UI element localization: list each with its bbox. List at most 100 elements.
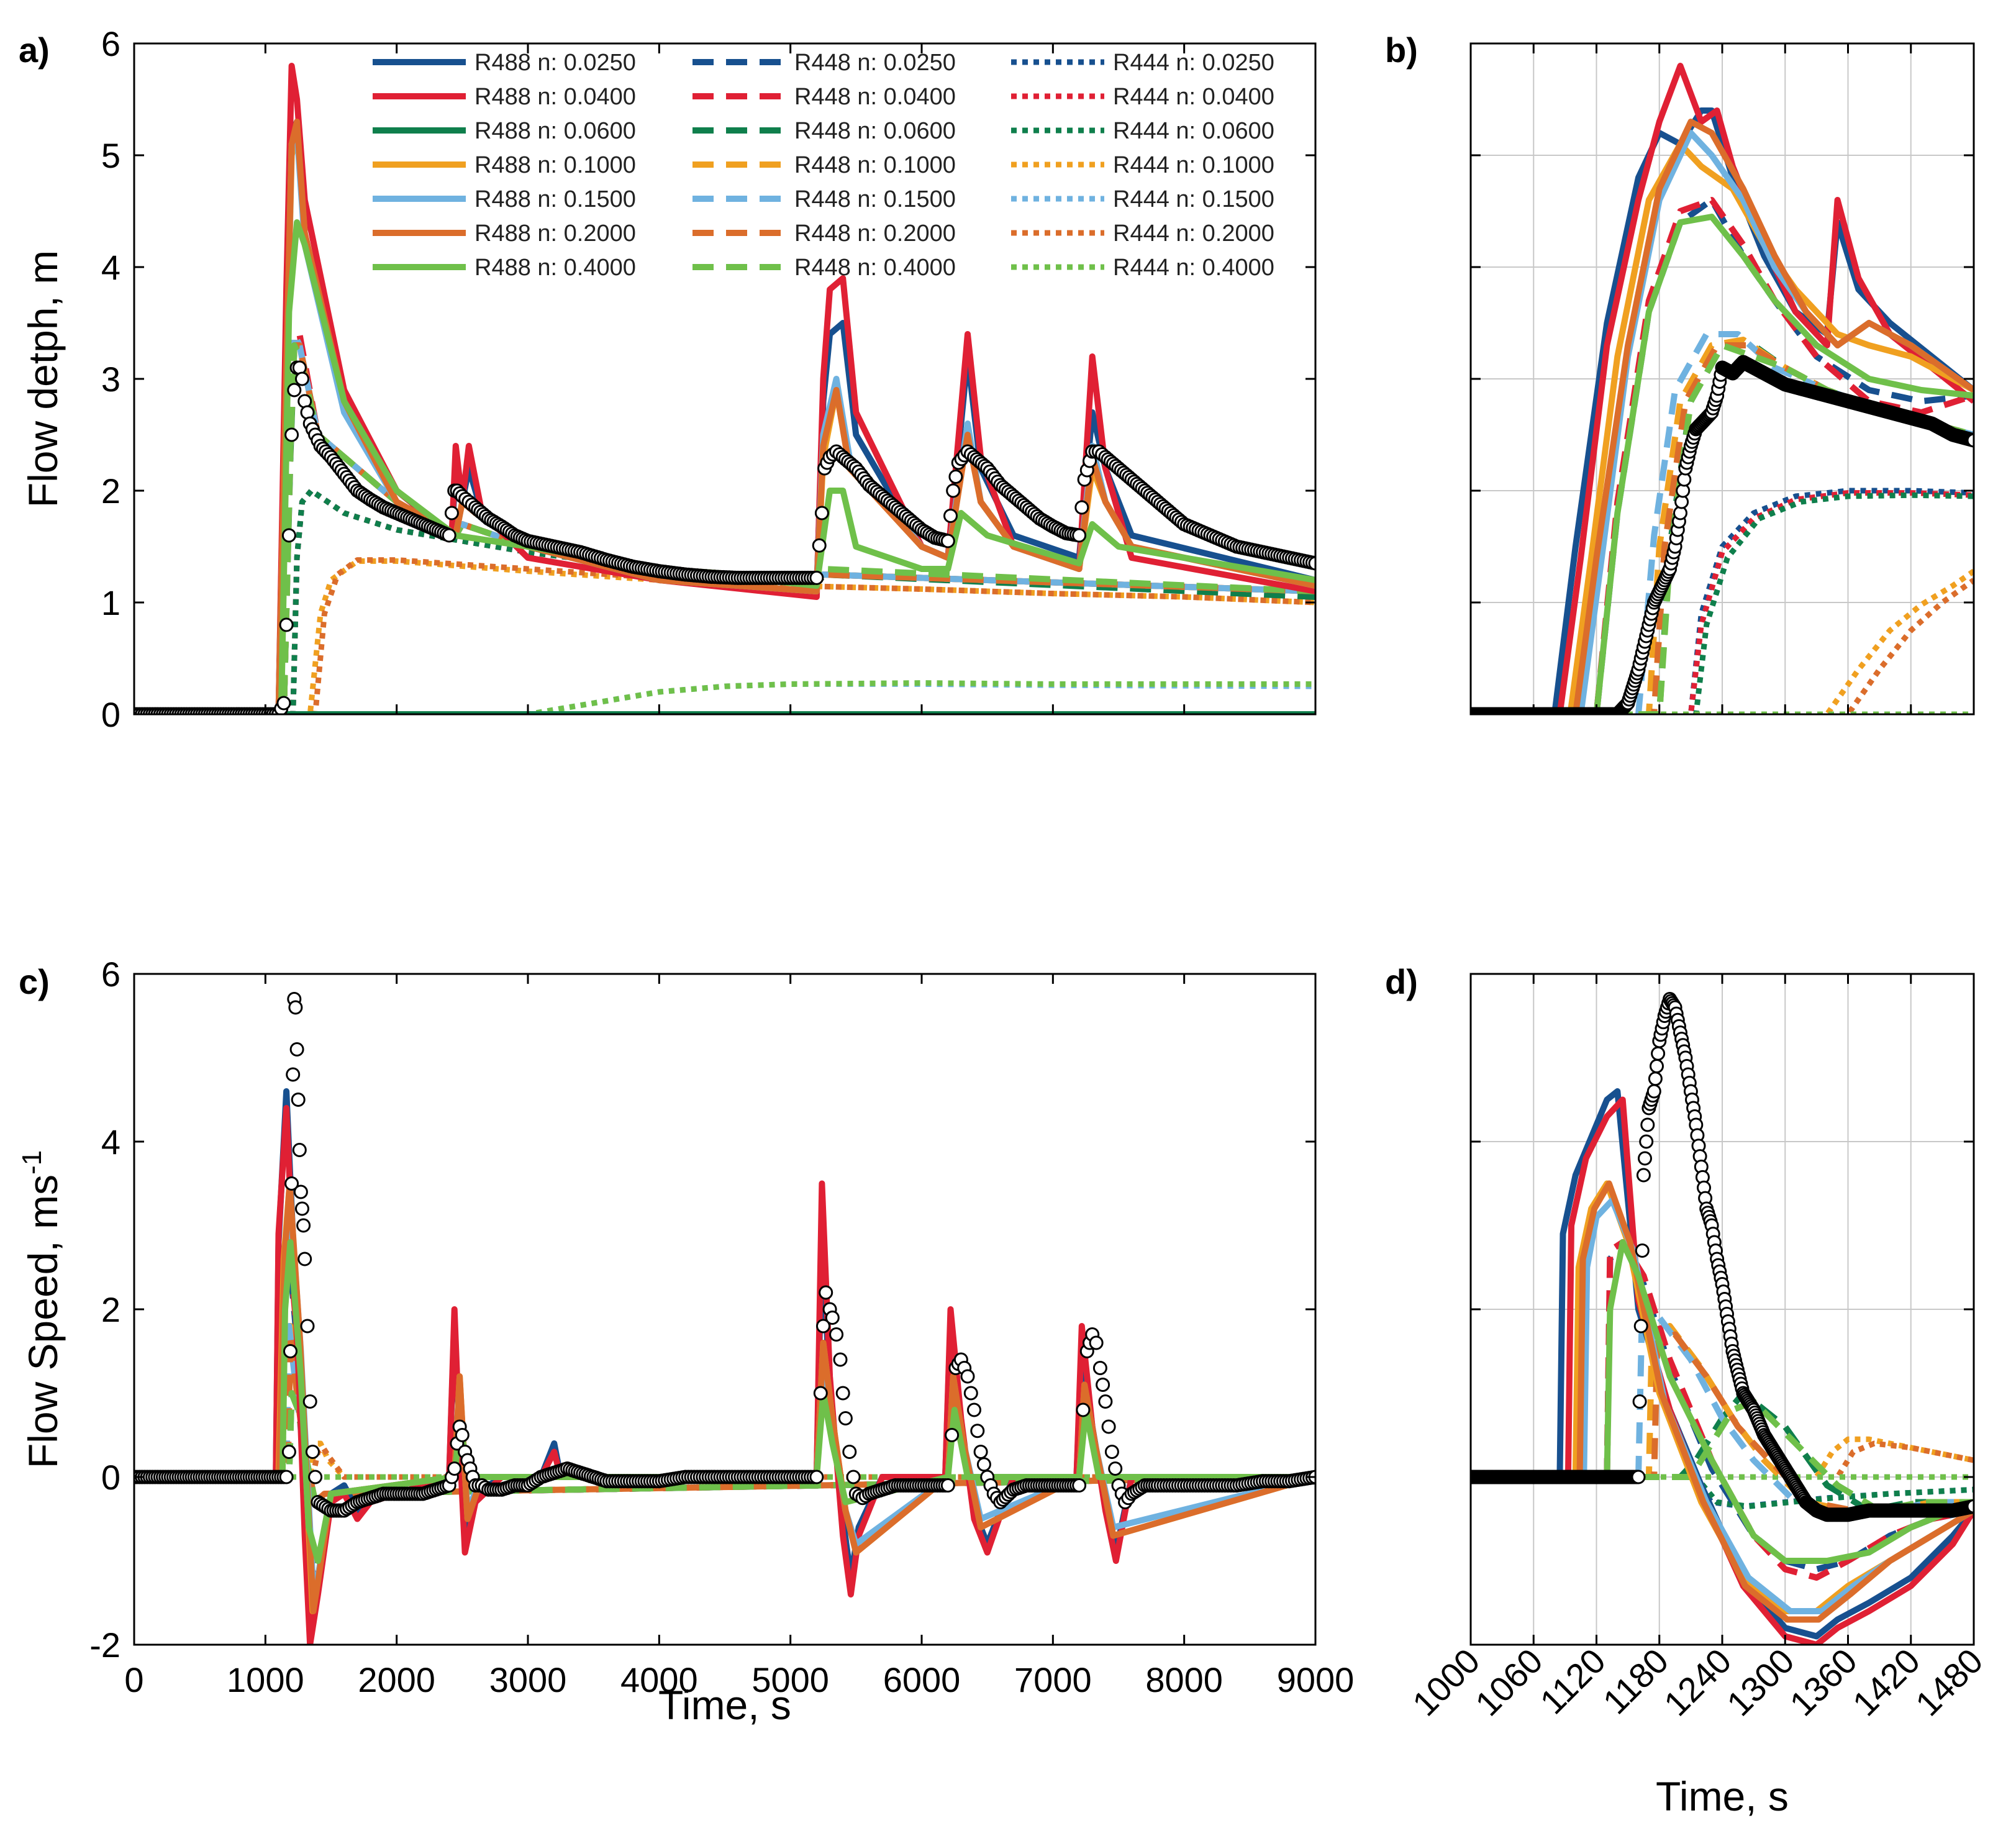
y-tick-label: 0	[101, 1458, 120, 1497]
series-line-dash-0-0250	[1471, 197, 1974, 714]
observed-point	[842, 1445, 857, 1459]
observed-point	[442, 528, 456, 543]
x-axis-label: Time, s	[658, 1682, 791, 1728]
series-line-dot-0-0400	[134, 488, 1315, 714]
x-tick-label: 1480	[1908, 1641, 1991, 1724]
panel-label: c)	[19, 962, 50, 1001]
legend-label: R448 n: 0.1000	[794, 152, 956, 178]
observed-point	[1632, 1394, 1647, 1409]
legend-label: R488 n: 0.1500	[474, 186, 636, 212]
series-line-dot-0-0250	[1471, 488, 1974, 714]
y-tick-label: 6	[101, 955, 120, 994]
observed-point	[846, 1470, 861, 1484]
series-line-solid-0-1000	[1471, 141, 1974, 714]
observed-point	[1636, 1168, 1651, 1183]
observed-point	[1640, 1117, 1655, 1132]
observed-point	[444, 506, 459, 520]
y-axis-label: Flow Speed, ms-1	[17, 1150, 66, 1468]
x-tick-label: 8000	[1145, 1660, 1223, 1699]
series-line-dot-0-1000	[134, 1440, 1315, 1480]
series-line-dot-0-2000	[134, 557, 1315, 714]
observed-point	[308, 1470, 323, 1484]
y-tick-label: 2	[101, 471, 120, 511]
observed-point	[946, 483, 961, 498]
series-line-solid-0-0250	[1471, 107, 1974, 714]
observed-point	[300, 1319, 315, 1334]
observed-point	[940, 1478, 955, 1493]
observed-point	[284, 427, 299, 442]
series-line-solid-0-2000	[1471, 1180, 1974, 1623]
observed-point	[1638, 1151, 1652, 1166]
observed-point	[289, 1042, 304, 1057]
observed-point	[833, 1352, 848, 1367]
x-axis-label: Time, s	[1656, 1773, 1789, 1819]
observed-point	[816, 1319, 830, 1334]
observed-point	[1101, 1419, 1116, 1434]
y-tick-label: 0	[101, 695, 120, 734]
x-tick-label: 1180	[1596, 1641, 1676, 1722]
series-line-dot-0-4000	[134, 680, 1315, 714]
observed-point	[302, 1394, 317, 1409]
observed-point	[1966, 1499, 1974, 1514]
panel-label: a)	[19, 30, 50, 70]
legend-label: R488 n: 0.1000	[474, 152, 636, 178]
panel-label: b)	[1385, 30, 1418, 70]
observed-point	[1308, 556, 1315, 571]
observed-point	[288, 1000, 303, 1015]
observed-point	[809, 1470, 824, 1484]
observed-point	[455, 1428, 470, 1442]
observed-markers	[134, 360, 1315, 714]
y-tick-label: 4	[101, 248, 120, 287]
series-line-dot-0-2000	[1471, 578, 1974, 714]
legend-label: R448 n: 0.4000	[794, 255, 956, 281]
series-line-solid-0-4000	[1471, 1239, 1974, 1564]
observed-point	[1072, 1478, 1087, 1493]
legend-label: R488 n: 0.0600	[474, 118, 636, 144]
series-group	[1471, 63, 1974, 714]
observed-point	[1089, 1335, 1104, 1350]
observed-point	[286, 1067, 301, 1082]
legend-label: R488 n: 0.4000	[474, 255, 636, 281]
observed-point	[973, 1445, 988, 1459]
observed-point	[295, 371, 309, 386]
observed-point	[284, 1176, 299, 1191]
observed-point	[279, 1470, 294, 1484]
series-line-dot-0-0250	[134, 488, 1315, 714]
legend-label: R444 n: 0.0400	[1113, 84, 1274, 110]
observed-point	[1072, 528, 1087, 543]
observed-point	[1966, 433, 1974, 448]
observed-point	[1092, 1361, 1107, 1375]
observed-point	[1098, 1394, 1113, 1409]
observed-point	[296, 1218, 311, 1233]
legend-label: R448 n: 0.0600	[794, 118, 956, 144]
series-line-dot-0-1000	[1471, 1436, 1974, 1480]
legend-label: R444 n: 0.1500	[1113, 186, 1274, 212]
y-axis-label: Flow detph, m	[20, 250, 66, 508]
y-tick-label: 3	[101, 360, 120, 399]
y-tick-label: 5	[101, 136, 120, 175]
observed-point	[281, 1445, 296, 1459]
observed-point	[835, 1386, 850, 1401]
series-line-solid-0-0400	[1471, 63, 1974, 714]
observed-markers	[134, 992, 1315, 1518]
observed-point	[1076, 1402, 1091, 1417]
y-tick-label: 1	[101, 583, 120, 622]
legend-label: R444 n: 0.2000	[1113, 220, 1274, 247]
observed-point	[292, 1143, 307, 1157]
y-tick-label: 6	[101, 24, 120, 63]
observed-point	[1639, 1134, 1654, 1149]
x-tick-label: 1000	[1405, 1641, 1487, 1724]
observed-point	[1650, 1059, 1664, 1073]
panel-b-flow-depth-zoom: b)	[1385, 30, 1975, 716]
series-group	[134, 1088, 1315, 1645]
series-line-dash-0-1500	[1471, 1314, 1974, 1514]
observed-point	[948, 470, 963, 484]
observed-point	[970, 1424, 985, 1438]
observed-point	[295, 1201, 309, 1216]
x-tick-label: 1360	[1782, 1641, 1864, 1724]
